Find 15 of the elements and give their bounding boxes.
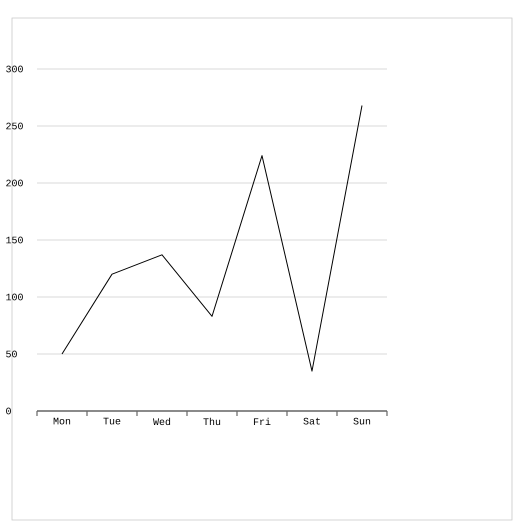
x-tick-label: Sat xyxy=(303,418,320,425)
x-tick-label: Wed xyxy=(153,418,170,426)
y-tick-label: 200 xyxy=(6,180,23,186)
y-tick-label: 50 xyxy=(6,350,17,358)
y-tick-label: 250 xyxy=(6,122,23,130)
y-tick-label: 300 xyxy=(6,66,23,72)
y-tick-label: 150 xyxy=(6,236,23,244)
y-tick-label: 100 xyxy=(6,294,23,300)
line-series xyxy=(62,104,362,372)
y-tick-label: 0 xyxy=(6,408,11,414)
x-tick-label: Sun xyxy=(353,418,370,425)
x-tick-label: Tue xyxy=(103,418,120,424)
x-tick-label: Thu xyxy=(203,418,220,426)
x-tick-label: Mon xyxy=(54,418,70,424)
x-tick-label: Fri xyxy=(254,418,270,425)
